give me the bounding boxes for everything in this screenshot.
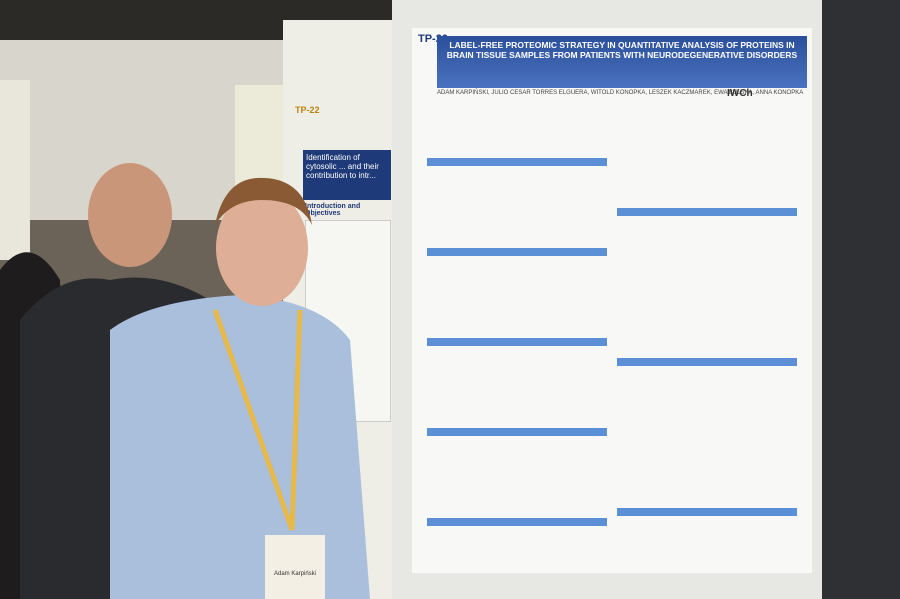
poster-right-column (617, 118, 797, 558)
logo-text: IWCh (727, 88, 753, 99)
badge-name: Adam Karpiński (274, 571, 316, 577)
lanyard (289, 309, 303, 531)
hair (215, 177, 312, 225)
poster-title: Identification of cytosolic ... and thei… (303, 150, 391, 200)
badge (265, 535, 325, 599)
poster-authors: ADAM KARPIŃSKI, JULIO CESAR TORRES ELGUE… (437, 90, 804, 96)
face-right (216, 190, 308, 306)
side-board (0, 80, 30, 260)
right-poster (822, 0, 900, 599)
poster-heading: Introduction and Objectives (305, 203, 361, 217)
face-left (88, 163, 172, 267)
poster-left-column (427, 118, 607, 558)
lanyard (212, 309, 295, 531)
poster-code: TP-22 (295, 105, 320, 115)
main-poster: TP-20 LABEL-FREE PROTEOMIC STRATEGY IN Q… (412, 28, 812, 573)
main-poster-board: TP-20 LABEL-FREE PROTEOMIC STRATEGY IN Q… (392, 0, 822, 599)
poster-title: LABEL-FREE PROTEOMIC STRATEGY IN QUANTIT… (437, 36, 807, 88)
back-board (235, 85, 285, 195)
person-right (110, 295, 370, 599)
